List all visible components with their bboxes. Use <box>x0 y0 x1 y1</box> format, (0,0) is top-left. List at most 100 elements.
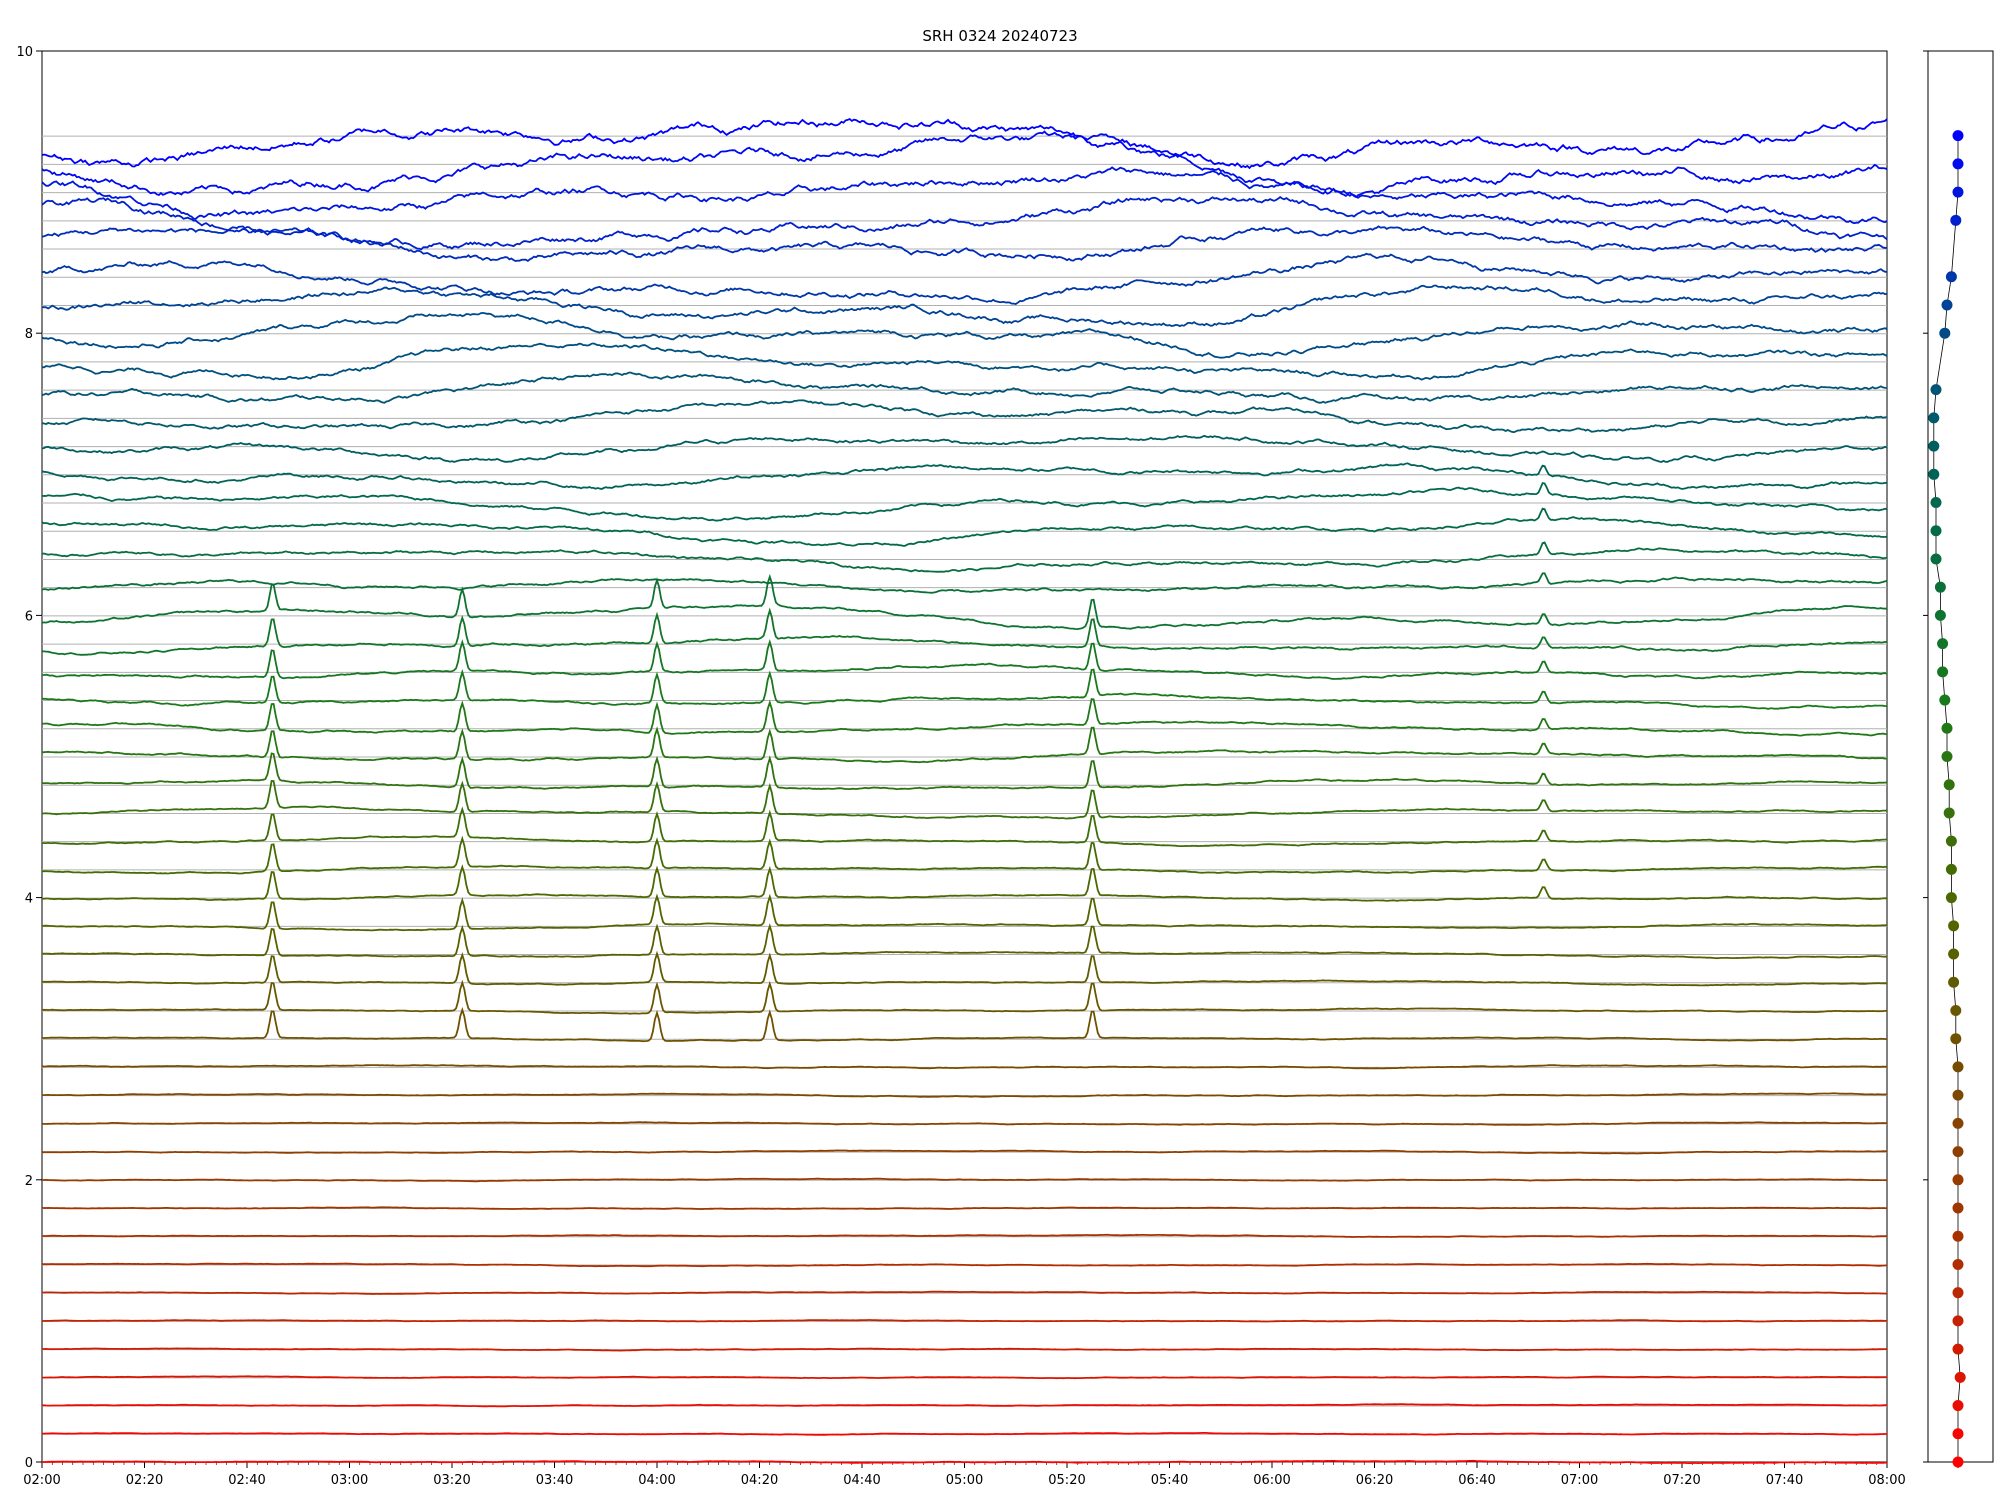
side-point <box>1952 1117 1964 1129</box>
series-line <box>41 541 1888 573</box>
x-tick-label: 03:20 <box>433 1473 470 1488</box>
side-point <box>1952 130 1964 142</box>
side-point <box>1934 609 1946 621</box>
series-line <box>41 806 1888 848</box>
side-point <box>1930 384 1942 396</box>
side-point <box>1928 468 1940 480</box>
series-line <box>41 371 1888 404</box>
series-line <box>41 195 1888 251</box>
chart-title: SRH 0324 20240723 <box>922 27 1077 45</box>
series-line <box>41 311 1888 359</box>
side-point <box>1930 525 1942 537</box>
series-line <box>41 698 1888 737</box>
series-line <box>41 607 1888 656</box>
x-tick-label: 02:40 <box>228 1473 265 1488</box>
side-point <box>1928 440 1940 452</box>
y-tick-label: 10 <box>16 45 33 60</box>
series-line <box>41 726 1887 764</box>
x-tick-label: 07:00 <box>1561 1473 1598 1488</box>
side-point <box>1928 412 1940 424</box>
series-line <box>42 1177 1888 1183</box>
series-line <box>41 639 1888 680</box>
series-line <box>42 1233 1888 1238</box>
series-line <box>42 1262 1888 1268</box>
series-line <box>42 284 1888 328</box>
x-tick-label: 07:40 <box>1766 1473 1803 1488</box>
side-point <box>1952 1174 1964 1186</box>
side-point <box>1939 694 1951 706</box>
side-point <box>1945 892 1957 904</box>
side-point <box>1948 976 1960 988</box>
series-line <box>41 1319 1888 1323</box>
y-tick-label: 8 <box>25 327 33 342</box>
side-point <box>1939 327 1951 339</box>
x-tick-label: 06:00 <box>1253 1473 1290 1488</box>
series-line <box>41 1403 1888 1408</box>
series-line <box>41 130 1888 199</box>
series-line <box>41 399 1888 434</box>
series-line <box>41 1064 1888 1070</box>
side-point <box>1943 807 1955 819</box>
side-point <box>1952 158 1964 170</box>
series-line <box>42 1121 1887 1126</box>
side-point <box>1945 835 1957 847</box>
y-tick-label: 6 <box>25 609 33 624</box>
x-tick-label: 02:20 <box>126 1473 163 1488</box>
series-line <box>41 166 1888 225</box>
side-point <box>1952 1428 1964 1440</box>
side-point <box>1943 779 1955 791</box>
series-line <box>42 752 1888 791</box>
series-line <box>41 252 1888 305</box>
side-point <box>1937 666 1949 678</box>
x-tick-label: 05:40 <box>1151 1473 1188 1488</box>
series-line <box>41 573 1888 631</box>
x-tick-label: 03:40 <box>536 1473 573 1488</box>
side-point <box>1952 186 1964 198</box>
series-line <box>41 434 1888 463</box>
side-point <box>1952 1400 1964 1412</box>
side-frame <box>1927 50 1994 1463</box>
x-tick-label: 04:20 <box>741 1473 778 1488</box>
side-point <box>1952 1230 1964 1242</box>
x-tick-label: 04:40 <box>843 1473 880 1488</box>
x-tick-label: 08:00 <box>1868 1473 1905 1488</box>
series-line <box>41 342 1888 381</box>
series-line <box>41 1432 1887 1436</box>
x-tick-label: 07:20 <box>1663 1473 1700 1488</box>
series-line <box>42 1459 1888 1465</box>
side-panel <box>1923 50 1994 1468</box>
series-line <box>41 979 1887 1015</box>
side-point <box>1952 1456 1964 1468</box>
side-point <box>1941 722 1953 734</box>
side-point <box>1952 1343 1964 1355</box>
series-line <box>41 780 1888 820</box>
series-line <box>41 572 1888 594</box>
side-point <box>1952 1287 1964 1299</box>
series-line <box>41 482 1888 522</box>
side-point <box>1934 581 1946 593</box>
series-line <box>41 923 1888 960</box>
side-point <box>1952 1258 1964 1270</box>
side-point <box>1937 638 1949 650</box>
side-point <box>1948 920 1960 932</box>
main-plot-area: 02:00 02:20 02:40 03:00 03:20 03:40 04:00 04:20… <box>16 45 1905 1488</box>
side-point <box>1954 1371 1966 1383</box>
side-point <box>1930 497 1942 509</box>
y-tick-label: 4 <box>25 892 33 907</box>
y-tick-label: 2 <box>25 1174 33 1189</box>
series-line <box>41 507 1888 547</box>
side-point <box>1952 1146 1964 1158</box>
series-line <box>41 864 1888 902</box>
side-point <box>1952 1202 1964 1214</box>
series-line <box>41 893 1888 932</box>
series-line <box>41 117 1888 170</box>
series-line <box>42 1006 1888 1043</box>
side-point <box>1950 1033 1962 1045</box>
series-line <box>41 835 1888 875</box>
x-tick-label: 05:00 <box>946 1473 983 1488</box>
series-line <box>42 668 1888 710</box>
side-point <box>1945 863 1957 875</box>
side-point <box>1952 1089 1964 1101</box>
x-tick-label: 04:00 <box>638 1473 675 1488</box>
